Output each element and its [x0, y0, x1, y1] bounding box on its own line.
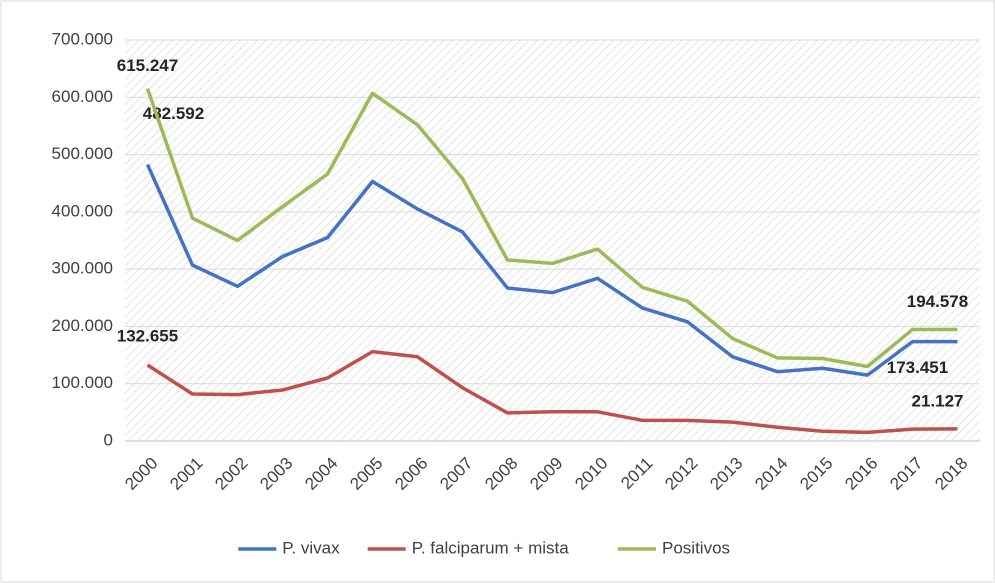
data-label: 132.655	[117, 326, 178, 345]
y-tick-label: 600.000	[52, 87, 113, 106]
line-series	[145, 87, 958, 369]
data-label: 615.247	[117, 56, 178, 75]
y-tick-label: 500.000	[52, 144, 113, 163]
data-label: 21.127	[912, 391, 964, 410]
y-tick-label: 0	[104, 430, 113, 449]
y-tick-label: 300.000	[52, 259, 113, 278]
y-tick-label: 400.000	[52, 201, 113, 220]
y-tick-label: 200.000	[52, 316, 113, 335]
data-label: 482.592	[143, 104, 204, 123]
line-series	[146, 349, 958, 435]
y-tick-label: 100.000	[52, 373, 113, 392]
legend-label: Positivos	[662, 538, 730, 557]
data-label: 194.578	[907, 292, 968, 311]
legend-label: P. falciparum + mista	[412, 538, 570, 557]
legend-label: P. vivax	[282, 538, 340, 557]
plot-area	[125, 40, 980, 441]
line-series	[145, 163, 958, 377]
y-tick-label: 700.000	[52, 29, 113, 48]
data-label: 173.451	[887, 358, 948, 377]
